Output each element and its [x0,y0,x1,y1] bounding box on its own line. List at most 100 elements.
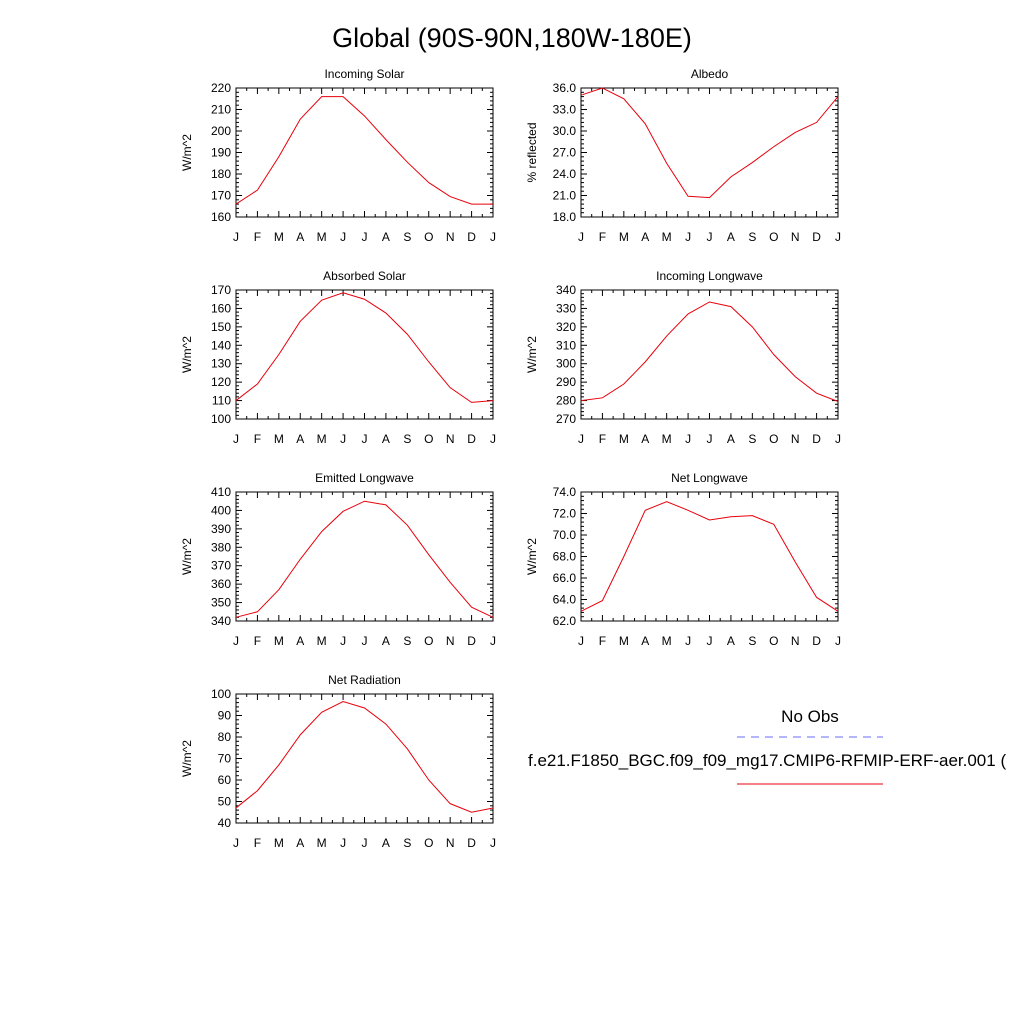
x-tick-label: O [769,432,778,446]
y-tick-label: 350 [211,596,231,610]
x-tick-label: F [254,836,261,850]
x-tick-label: M [317,634,327,648]
x-tick-label: O [424,230,433,244]
x-tick-label: J [707,432,713,446]
y-tick-label: 270 [556,412,576,426]
x-tick-label: S [403,836,411,850]
x-tick-label: J [340,432,346,446]
x-tick-label: J [707,634,713,648]
panel-title: Albedo [691,67,729,81]
y-tick-label: 36.0 [553,81,577,95]
x-tick-label: A [382,432,390,446]
x-tick-label: J [233,836,239,850]
x-tick-label: J [233,230,239,244]
legend-obs-label: No Obs [781,707,839,726]
x-tick-label: J [233,634,239,648]
panel-title: Emitted Longwave [315,471,414,485]
x-tick-label: M [274,836,284,850]
y-axis-label: W/m^2 [180,134,194,171]
y-tick-label: 70.0 [553,528,577,542]
x-tick-label: O [424,634,433,648]
y-tick-label: 120 [211,375,231,389]
figure-title: Global (90S-90N,180W-180E) [332,23,692,53]
x-tick-label: M [317,230,327,244]
x-tick-label: J [490,230,496,244]
x-tick-label: F [254,634,261,648]
x-tick-label: D [467,836,476,850]
plot-frame [580,289,839,420]
x-tick-label: J [362,634,368,648]
x-tick-label: D [467,634,476,648]
x-tick-label: M [274,230,284,244]
y-tick-label: 30.0 [553,124,577,138]
plot-frame [235,289,494,420]
y-tick-label: 62.0 [553,614,577,628]
x-tick-label: J [233,432,239,446]
y-tick-label: 180 [211,167,231,181]
x-tick-label: N [446,836,455,850]
y-tick-label: 80 [218,730,232,744]
y-tick-label: 200 [211,124,231,138]
panel-title: Net Radiation [328,673,401,687]
x-tick-label: J [340,836,346,850]
x-tick-label: J [490,432,496,446]
legend-model-label: f.e21.F1850_BGC.f09_f09_mg17.CMIP6-RFMIP… [528,751,1006,770]
y-tick-label: 310 [556,338,576,352]
y-tick-label: 210 [211,103,231,117]
y-tick-label: 100 [211,687,231,701]
x-tick-label: D [812,230,821,244]
x-tick-label: M [317,432,327,446]
x-tick-label: M [619,432,629,446]
y-tick-label: 380 [211,540,231,554]
y-tick-label: 170 [211,283,231,297]
x-tick-label: J [340,634,346,648]
x-tick-label: J [362,432,368,446]
x-tick-label: N [446,432,455,446]
y-tick-label: 18.0 [553,210,577,224]
y-axis-label: W/m^2 [180,336,194,373]
plot-frame [580,491,839,622]
x-tick-label: D [467,432,476,446]
x-tick-label: O [424,836,433,850]
y-tick-label: 50 [218,795,232,809]
y-tick-label: 300 [556,357,576,371]
y-tick-label: 74.0 [553,485,577,499]
x-tick-label: F [254,432,261,446]
x-tick-label: S [403,634,411,648]
x-tick-label: A [641,230,649,244]
x-tick-label: J [490,634,496,648]
x-tick-label: A [382,634,390,648]
x-tick-label: F [599,432,606,446]
y-axis-label: % reflected [525,122,539,182]
y-tick-label: 72.0 [553,507,577,521]
plot-frame [235,491,494,622]
x-tick-label: M [619,230,629,244]
x-tick-label: N [446,230,455,244]
series-line [580,501,839,612]
x-tick-label: O [424,432,433,446]
y-tick-label: 130 [211,357,231,371]
x-tick-label: M [662,230,672,244]
y-tick-label: 66.0 [553,571,577,585]
y-axis-label: W/m^2 [180,740,194,777]
y-tick-label: 160 [211,210,231,224]
y-tick-label: 33.0 [553,103,577,117]
panel-title: Net Longwave [671,471,748,485]
x-tick-label: M [619,634,629,648]
y-axis-label: W/m^2 [525,336,539,373]
series-line [235,500,494,618]
x-tick-label: S [748,634,756,648]
y-tick-label: 110 [212,394,231,408]
y-tick-label: 27.0 [553,146,577,160]
y-tick-label: 170 [211,189,231,203]
x-tick-label: M [274,634,284,648]
x-tick-label: D [812,634,821,648]
y-tick-label: 340 [556,283,576,297]
